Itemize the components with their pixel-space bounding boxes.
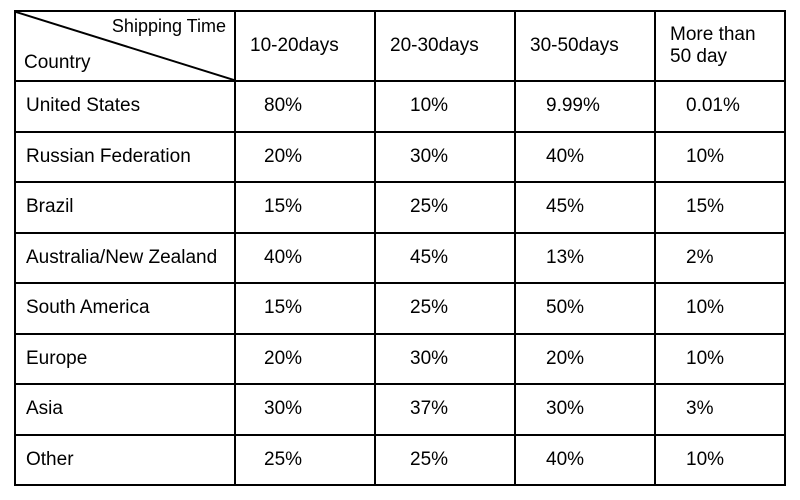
table-row: United States 80% 10% 9.99% 0.01% bbox=[15, 81, 785, 132]
row-country: Russian Federation bbox=[15, 132, 235, 183]
cell-value: 25% bbox=[375, 182, 515, 233]
cell-value: 0.01% bbox=[655, 81, 785, 132]
cell-value: 50% bbox=[515, 283, 655, 334]
row-country: Asia bbox=[15, 384, 235, 435]
cell-value: 40% bbox=[515, 132, 655, 183]
col-header-30-50: 30-50days bbox=[515, 11, 655, 81]
cell-value: 45% bbox=[515, 182, 655, 233]
cell-value: 15% bbox=[235, 283, 375, 334]
table-row: Asia 30% 37% 30% 3% bbox=[15, 384, 785, 435]
row-country: Australia/New Zealand bbox=[15, 233, 235, 284]
cell-value: 30% bbox=[235, 384, 375, 435]
cell-value: 40% bbox=[235, 233, 375, 284]
cell-value: 10% bbox=[655, 132, 785, 183]
table-row: Brazil 15% 25% 45% 15% bbox=[15, 182, 785, 233]
cell-value: 10% bbox=[375, 81, 515, 132]
table-header-row: Shipping Time Country 10-20days 20-30day… bbox=[15, 11, 785, 81]
col-header-10-20: 10-20days bbox=[235, 11, 375, 81]
cell-value: 20% bbox=[235, 132, 375, 183]
cell-value: 2% bbox=[655, 233, 785, 284]
cell-value: 30% bbox=[515, 384, 655, 435]
col-header-50plus: More than 50 day bbox=[655, 11, 785, 81]
cell-value: 25% bbox=[235, 435, 375, 486]
table-row: Other 25% 25% 40% 10% bbox=[15, 435, 785, 486]
cell-value: 25% bbox=[375, 435, 515, 486]
cell-value: 9.99% bbox=[515, 81, 655, 132]
corner-bottom-label: Country bbox=[24, 52, 91, 74]
cell-value: 37% bbox=[375, 384, 515, 435]
corner-top-label: Shipping Time bbox=[112, 16, 226, 37]
row-country: Europe bbox=[15, 334, 235, 385]
cell-value: 13% bbox=[515, 233, 655, 284]
cell-value: 10% bbox=[655, 334, 785, 385]
row-country: United States bbox=[15, 81, 235, 132]
cell-value: 45% bbox=[375, 233, 515, 284]
table-row: Russian Federation 20% 30% 40% 10% bbox=[15, 132, 785, 183]
cell-value: 30% bbox=[375, 132, 515, 183]
row-country: Brazil bbox=[15, 182, 235, 233]
corner-header-cell: Shipping Time Country bbox=[15, 11, 235, 81]
cell-value: 30% bbox=[375, 334, 515, 385]
cell-value: 20% bbox=[515, 334, 655, 385]
cell-value: 20% bbox=[235, 334, 375, 385]
cell-value: 10% bbox=[655, 283, 785, 334]
shipping-time-table: Shipping Time Country 10-20days 20-30day… bbox=[14, 10, 786, 486]
cell-value: 80% bbox=[235, 81, 375, 132]
cell-value: 10% bbox=[655, 435, 785, 486]
table-row: South America 15% 25% 50% 10% bbox=[15, 283, 785, 334]
cell-value: 25% bbox=[375, 283, 515, 334]
cell-value: 15% bbox=[655, 182, 785, 233]
col-header-20-30: 20-30days bbox=[375, 11, 515, 81]
row-country: Other bbox=[15, 435, 235, 486]
table-row: Europe 20% 30% 20% 10% bbox=[15, 334, 785, 385]
cell-value: 40% bbox=[515, 435, 655, 486]
row-country: South America bbox=[15, 283, 235, 334]
cell-value: 3% bbox=[655, 384, 785, 435]
cell-value: 15% bbox=[235, 182, 375, 233]
table-container: Shipping Time Country 10-20days 20-30day… bbox=[0, 0, 800, 500]
table-row: Australia/New Zealand 40% 45% 13% 2% bbox=[15, 233, 785, 284]
